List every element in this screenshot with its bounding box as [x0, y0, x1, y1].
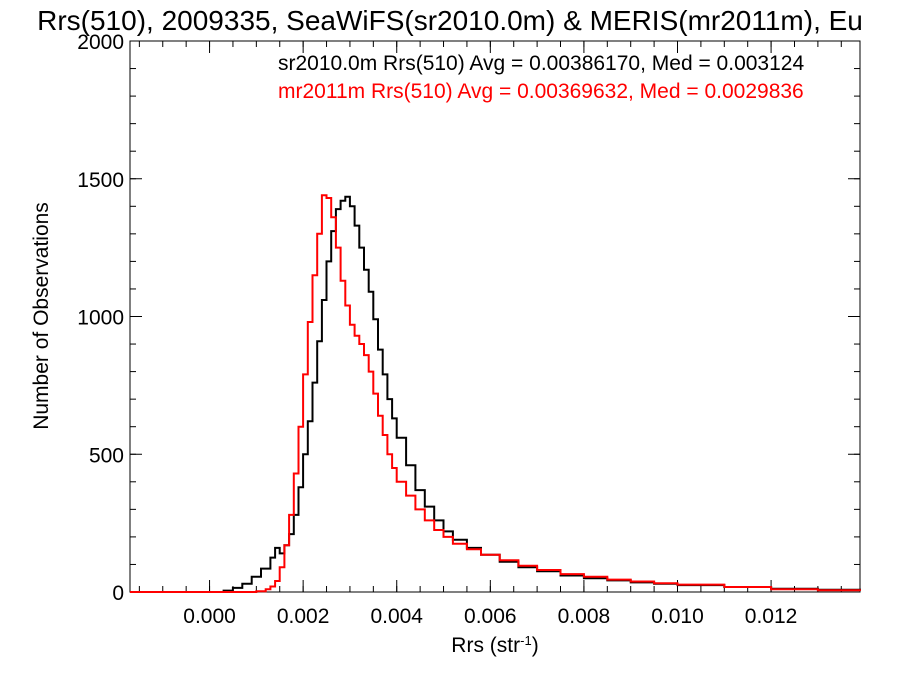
series-layer [130, 194, 861, 593]
y-tick-label: 2000 [77, 31, 124, 54]
x-tick-label: 0.000 [183, 605, 236, 628]
y-axis-label: Number of Observations [30, 202, 53, 430]
x-axis-label: Rrs (str-1) [451, 633, 538, 658]
y-tick-label: 500 [89, 444, 124, 467]
legend-entry-red: mr2011m Rrs(510) Avg = 0.00369632, Med =… [278, 80, 804, 103]
x-tick-label: 0.012 [745, 605, 798, 628]
x-tick-label: 0.006 [464, 605, 517, 628]
y-tick-label: 1500 [77, 169, 124, 192]
y-tick-labels: 0 500 1000 1500 2000 [77, 31, 124, 605]
y-tick-label: 0 [112, 582, 124, 605]
y-tick-label: 1000 [77, 307, 124, 330]
chart-title: Rrs(510), 2009335, SeaWiFS(sr2010.0m) & … [37, 5, 863, 36]
legend-entry-black: sr2010.0m Rrs(510) Avg = 0.00386170, Med… [278, 52, 804, 75]
x-tick-label: 0.002 [277, 605, 330, 628]
x-tick-label: 0.010 [651, 605, 704, 628]
x-axis-label-main: Rrs (str [451, 634, 520, 657]
x-axis-label-superscript: -1 [520, 633, 532, 648]
plot-area [129, 40, 861, 593]
x-tick-label: 0.004 [370, 605, 423, 628]
x-tick-label: 0.008 [558, 605, 611, 628]
legend: sr2010.0m Rrs(510) Avg = 0.00386170, Med… [278, 52, 804, 103]
series-line-red [130, 194, 861, 593]
x-axis-label-close: ) [532, 634, 539, 657]
x-tick-labels: 0.000 0.002 0.004 0.006 0.008 0.010 0.012 [183, 605, 797, 628]
